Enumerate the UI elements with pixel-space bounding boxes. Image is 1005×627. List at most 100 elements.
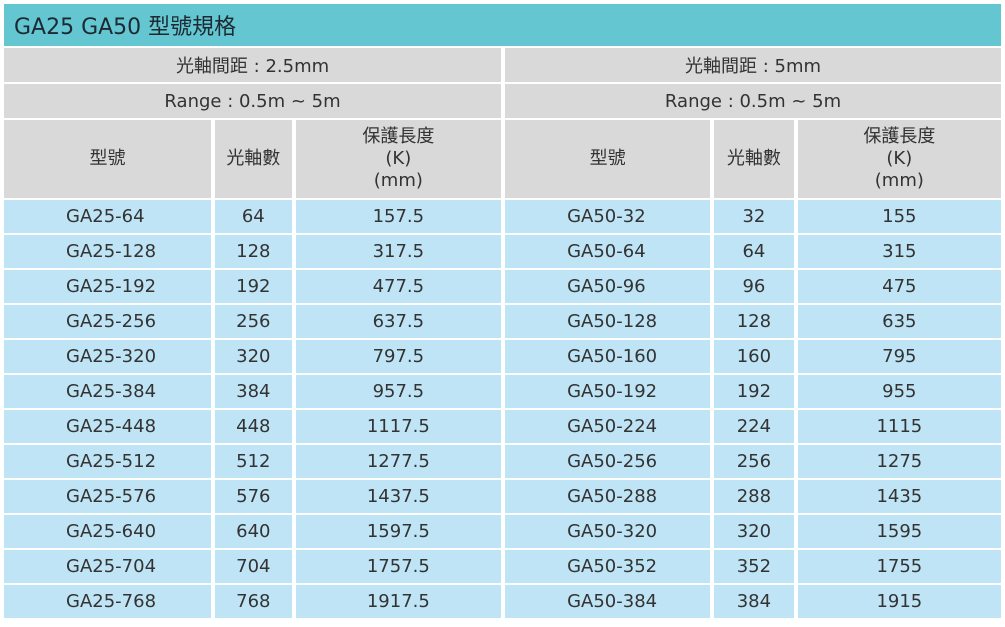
left-length-cell: 957.5: [295, 375, 502, 408]
right-model-cell: GA50-224: [505, 410, 711, 443]
table-row: GA25-192 192 477.5 GA50-96 96 475: [4, 270, 1001, 303]
left-model-cell: GA25-576: [4, 480, 212, 513]
table-row: GA25-768 768 1917.5 GA50-384 384 1915: [4, 585, 1001, 618]
page-title: GA25 GA50 型號規格: [4, 4, 1001, 46]
left-model-cell: GA25-384: [4, 375, 212, 408]
right-model-header: 型號: [505, 120, 711, 198]
right-length-cell: 1435: [797, 480, 1001, 513]
left-axes-header: 光軸數: [215, 120, 292, 198]
left-range-header: Range : 0.5m ~ 5m: [4, 84, 502, 118]
right-model-cell: GA50-96: [505, 270, 711, 303]
right-length-cell: 315: [797, 235, 1001, 268]
column-header-row: 型號 光軸數 保護長度 (K) (mm) 型號 光軸數 保護長度 (K) (mm…: [4, 120, 1001, 198]
right-length-header-line2: (K): [886, 148, 913, 169]
left-length-cell: 157.5: [295, 200, 502, 233]
right-length-cell: 1755: [797, 550, 1001, 583]
left-length-cell: 1757.5: [295, 550, 502, 583]
right-model-cell: GA50-192: [505, 375, 711, 408]
right-pitch-header: 光軸間距 : 5mm: [505, 48, 1001, 82]
left-model-cell: GA25-768: [4, 585, 212, 618]
left-model-cell: GA25-448: [4, 410, 212, 443]
left-model-cell: GA25-64: [4, 200, 212, 233]
left-length-header-line3: (mm): [373, 170, 423, 191]
left-length-cell: 1277.5: [295, 445, 502, 478]
right-axes-cell: 256: [714, 445, 794, 478]
range-header-row: Range : 0.5m ~ 5m Range : 0.5m ~ 5m: [4, 84, 1001, 118]
right-length-cell: 475: [797, 270, 1001, 303]
table-row: GA25-512 512 1277.5 GA50-256 256 1275: [4, 445, 1001, 478]
left-axes-cell: 704: [215, 550, 292, 583]
right-length-cell: 635: [797, 305, 1001, 338]
right-length-cell: 795: [797, 340, 1001, 373]
right-model-cell: GA50-352: [505, 550, 711, 583]
left-axes-cell: 64: [215, 200, 292, 233]
right-length-cell: 1275: [797, 445, 1001, 478]
right-length-cell: 1115: [797, 410, 1001, 443]
left-length-cell: 477.5: [295, 270, 502, 303]
right-length-header-line1: 保護長度: [863, 126, 936, 147]
left-length-cell: 637.5: [295, 305, 502, 338]
table-row: GA25-384 384 957.5 GA50-192 192 955: [4, 375, 1001, 408]
table-row: GA25-256 256 637.5 GA50-128 128 635: [4, 305, 1001, 338]
left-axes-cell: 128: [215, 235, 292, 268]
table-row: GA25-64 64 157.5 GA50-32 32 155: [4, 200, 1001, 233]
left-model-cell: GA25-256: [4, 305, 212, 338]
left-model-cell: GA25-704: [4, 550, 212, 583]
right-axes-cell: 96: [714, 270, 794, 303]
right-model-cell: GA50-32: [505, 200, 711, 233]
right-range-header: Range : 0.5m ~ 5m: [505, 84, 1001, 118]
left-model-cell: GA25-512: [4, 445, 212, 478]
spec-table: 光軸間距 : 2.5mm 光軸間距 : 5mm Range : 0.5m ~ 5…: [0, 46, 1005, 620]
left-length-cell: 317.5: [295, 235, 502, 268]
pitch-header-row: 光軸間距 : 2.5mm 光軸間距 : 5mm: [4, 48, 1001, 82]
left-length-header-line2: (K): [385, 148, 412, 169]
left-model-cell: GA25-192: [4, 270, 212, 303]
left-length-cell: 1917.5: [295, 585, 502, 618]
left-model-cell: GA25-640: [4, 515, 212, 548]
right-model-cell: GA50-320: [505, 515, 711, 548]
right-axes-cell: 288: [714, 480, 794, 513]
left-length-header: 保護長度 (K) (mm): [295, 120, 502, 198]
left-axes-cell: 512: [215, 445, 292, 478]
right-length-cell: 155: [797, 200, 1001, 233]
right-axes-cell: 320: [714, 515, 794, 548]
right-axes-cell: 160: [714, 340, 794, 373]
left-length-cell: 1597.5: [295, 515, 502, 548]
right-length-cell: 1595: [797, 515, 1001, 548]
right-axes-cell: 192: [714, 375, 794, 408]
table-row: GA25-576 576 1437.5 GA50-288 288 1435: [4, 480, 1001, 513]
right-axes-cell: 128: [714, 305, 794, 338]
left-length-cell: 797.5: [295, 340, 502, 373]
left-model-header: 型號: [4, 120, 212, 198]
left-axes-cell: 320: [215, 340, 292, 373]
right-axes-cell: 224: [714, 410, 794, 443]
left-axes-cell: 192: [215, 270, 292, 303]
right-model-cell: GA50-128: [505, 305, 711, 338]
right-model-cell: GA50-64: [505, 235, 711, 268]
left-axes-cell: 384: [215, 375, 292, 408]
right-axes-cell: 64: [714, 235, 794, 268]
right-model-cell: GA50-384: [505, 585, 711, 618]
right-model-cell: GA50-288: [505, 480, 711, 513]
left-pitch-header: 光軸間距 : 2.5mm: [4, 48, 502, 82]
left-length-cell: 1437.5: [295, 480, 502, 513]
left-axes-cell: 448: [215, 410, 292, 443]
table-row: GA25-448 448 1117.5 GA50-224 224 1115: [4, 410, 1001, 443]
right-axes-cell: 32: [714, 200, 794, 233]
left-model-cell: GA25-320: [4, 340, 212, 373]
right-length-header-line3: (mm): [874, 170, 924, 191]
table-row: GA25-320 320 797.5 GA50-160 160 795: [4, 340, 1001, 373]
right-length-cell: 955: [797, 375, 1001, 408]
table-row: GA25-704 704 1757.5 GA50-352 352 1755: [4, 550, 1001, 583]
left-axes-cell: 640: [215, 515, 292, 548]
table-row: GA25-640 640 1597.5 GA50-320 320 1595: [4, 515, 1001, 548]
left-axes-cell: 576: [215, 480, 292, 513]
left-length-header-line1: 保護長度: [362, 126, 435, 147]
right-axes-cell: 384: [714, 585, 794, 618]
right-length-header: 保護長度 (K) (mm): [797, 120, 1001, 198]
right-axes-cell: 352: [714, 550, 794, 583]
left-model-cell: GA25-128: [4, 235, 212, 268]
left-axes-cell: 256: [215, 305, 292, 338]
right-model-cell: GA50-256: [505, 445, 711, 478]
